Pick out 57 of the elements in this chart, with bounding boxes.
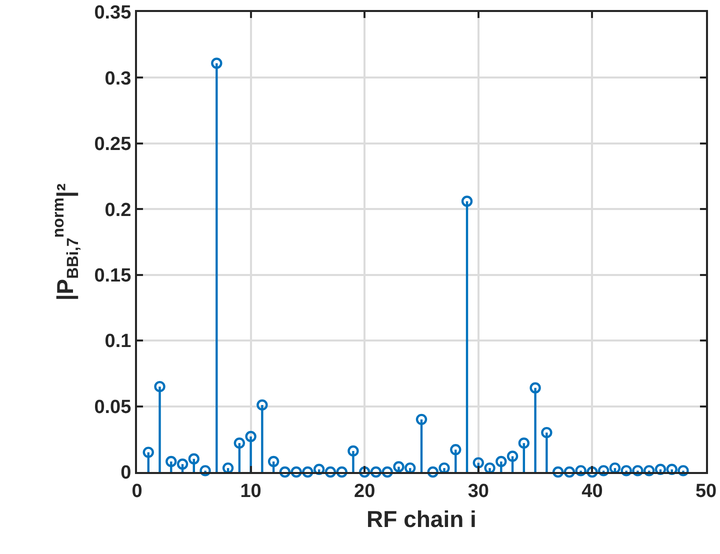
point <box>598 465 610 476</box>
point <box>654 464 666 475</box>
y-tick-label: 0.05 <box>94 396 132 418</box>
point <box>245 430 256 442</box>
point <box>382 466 393 478</box>
point <box>142 446 154 458</box>
x-tick-label: 20 <box>354 480 376 502</box>
y-tick-label: 0.15 <box>94 266 132 287</box>
point <box>666 464 678 475</box>
point <box>370 466 382 478</box>
y-tick-label: 0.2 <box>104 200 132 221</box>
point <box>427 466 438 478</box>
point <box>234 437 246 449</box>
point <box>620 465 632 476</box>
point <box>575 465 586 476</box>
point <box>564 466 576 478</box>
point <box>416 414 428 426</box>
point <box>518 437 530 449</box>
point <box>188 453 200 464</box>
point <box>313 464 325 475</box>
point <box>472 457 484 468</box>
point <box>302 466 314 478</box>
point <box>496 456 507 468</box>
point <box>541 426 552 438</box>
point <box>644 465 655 476</box>
point <box>450 444 462 456</box>
y-tick-label: 0.35 <box>94 2 132 24</box>
point <box>324 466 336 478</box>
point <box>154 380 166 392</box>
x-tick-label: 40 <box>582 480 603 502</box>
point <box>348 445 359 457</box>
y-tick-label: 0.1 <box>104 331 132 352</box>
y-tick-label: 0.25 <box>94 134 132 156</box>
point <box>211 58 222 69</box>
x-tick-label: 10 <box>240 480 262 502</box>
point <box>200 465 211 476</box>
point <box>393 461 404 472</box>
point <box>279 466 291 478</box>
x-tick-label: 50 <box>695 480 717 502</box>
point <box>359 466 370 478</box>
point <box>268 456 280 468</box>
y-tick-label: 0 <box>120 462 132 484</box>
point <box>552 466 564 478</box>
point <box>461 196 473 207</box>
point <box>586 466 598 478</box>
point <box>506 450 518 462</box>
point <box>166 456 177 468</box>
x-axis-title: RF chain i <box>366 506 476 532</box>
y-tick-label: 0.3 <box>104 68 132 90</box>
point <box>632 465 644 476</box>
x-tick-label: 30 <box>468 480 489 502</box>
point <box>530 382 541 394</box>
point <box>176 458 188 470</box>
point <box>290 466 302 478</box>
point <box>336 466 348 478</box>
point <box>256 399 268 411</box>
point <box>678 465 689 476</box>
